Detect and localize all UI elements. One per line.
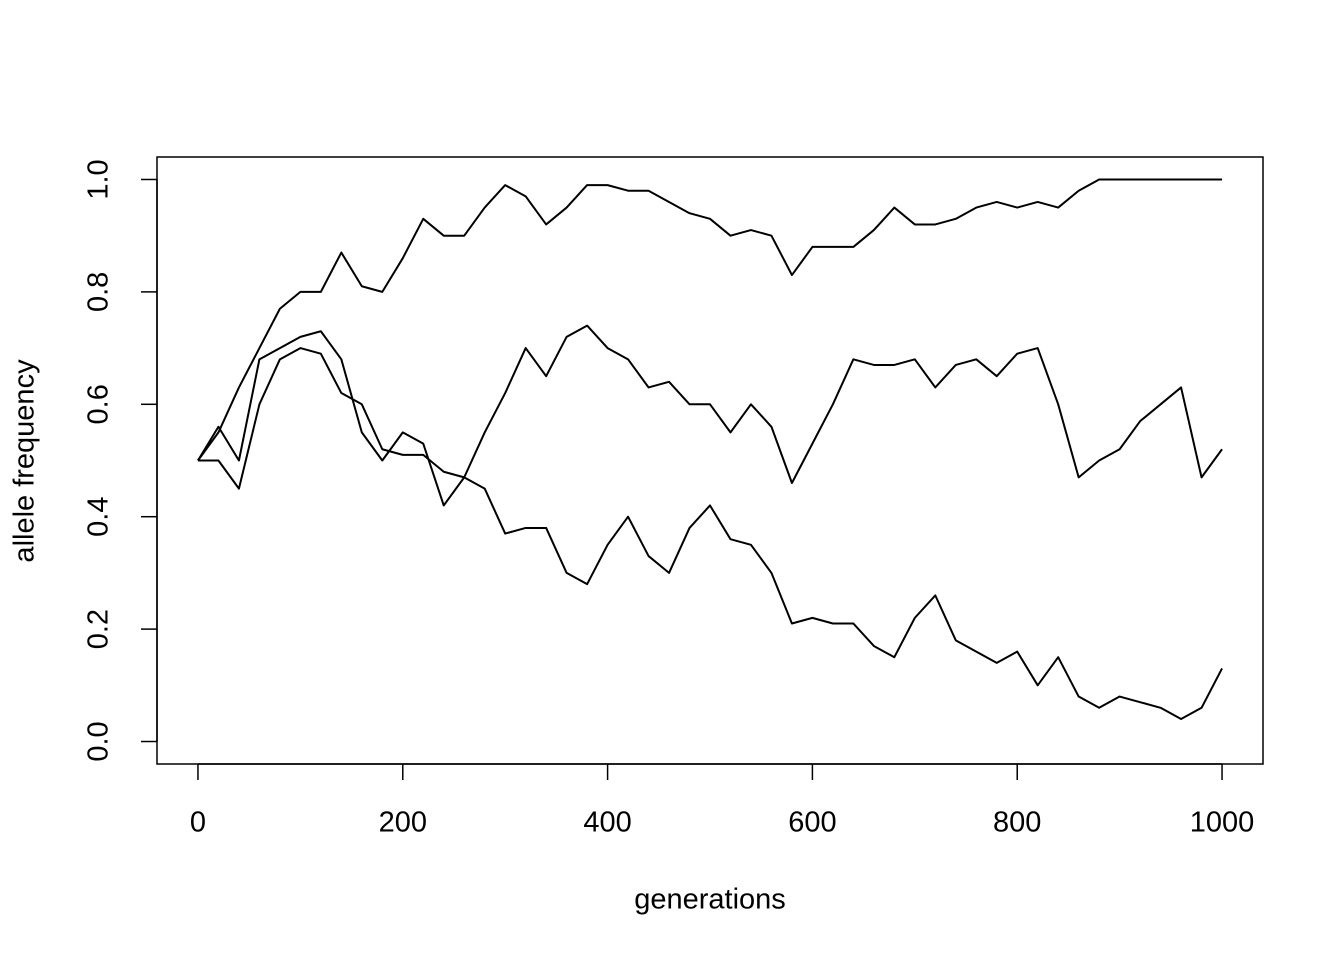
y-tick-label: 0.4 [83, 497, 115, 537]
y-tick-label: 0.6 [83, 384, 115, 424]
y-axis-label: allele frequency [9, 359, 41, 563]
plot-box [156, 156, 1264, 765]
x-tick-label: 200 [379, 807, 427, 839]
y-tick-label: 0.0 [83, 721, 115, 761]
y-tick-label: 0.2 [83, 609, 115, 649]
x-tick-label: 400 [583, 807, 631, 839]
series-line [197, 178, 1223, 462]
series-line [197, 330, 1223, 721]
series-line [197, 324, 1223, 490]
x-tick-label: 1000 [1190, 807, 1255, 839]
x-tick-label: 800 [993, 807, 1041, 839]
x-axis-label: generations [634, 884, 786, 916]
x-tick-label: 600 [788, 807, 836, 839]
x-tick-label: 0 [190, 807, 206, 839]
y-tick-label: 0.8 [83, 272, 115, 312]
y-tick-label: 1.0 [83, 159, 115, 199]
